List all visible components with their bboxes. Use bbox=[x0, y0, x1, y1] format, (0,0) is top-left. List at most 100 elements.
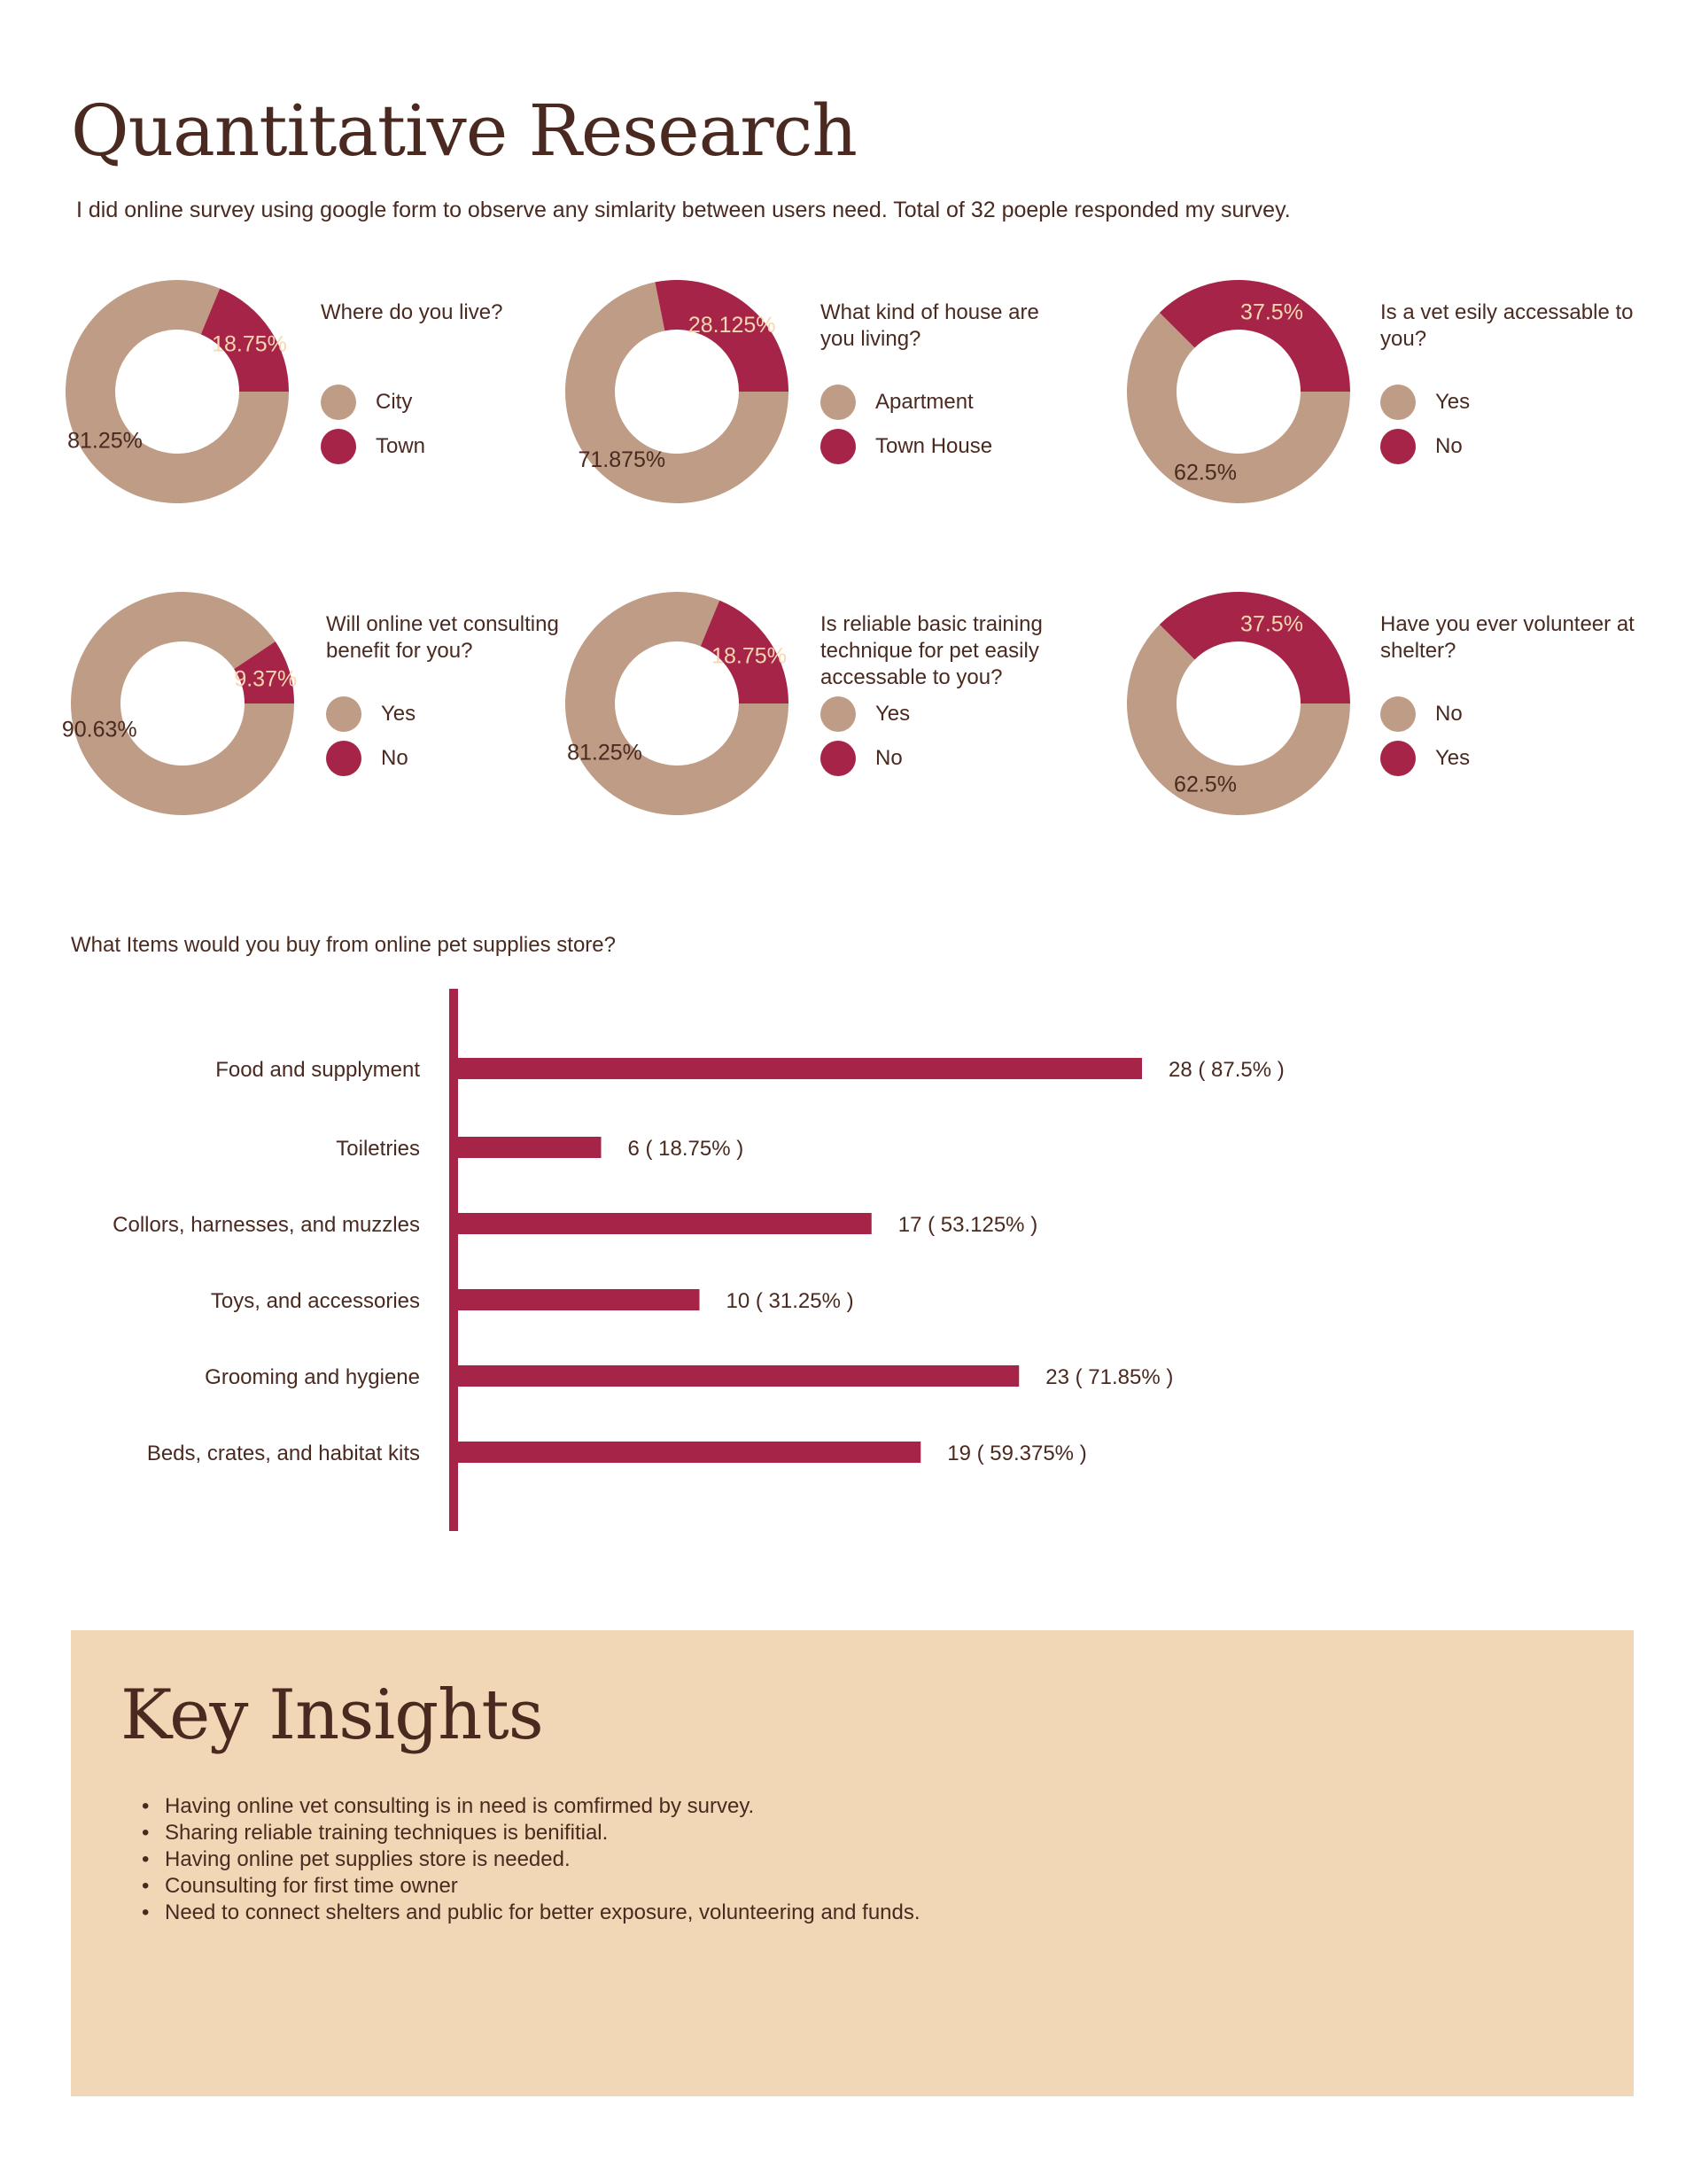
legend-swatch bbox=[1380, 429, 1416, 464]
donut-chart-vet-access: 62.5% 37.5% bbox=[1123, 276, 1354, 507]
donut-value-label: 9.37% bbox=[234, 667, 297, 692]
legend-label: Yes bbox=[875, 702, 911, 726]
bar-axis-line bbox=[449, 989, 458, 1531]
donut-slice bbox=[655, 280, 788, 392]
legend-label: No bbox=[1435, 702, 1463, 726]
legend-item: Town House bbox=[820, 429, 992, 464]
donut-value-label: 37.5% bbox=[1240, 299, 1303, 324]
legend-swatch bbox=[326, 741, 361, 776]
donut-slice bbox=[1127, 312, 1350, 503]
donut-svg: 90.63% 9.37% bbox=[62, 592, 297, 815]
insight-item: Sharing reliable training techniques is … bbox=[142, 1820, 920, 1846]
bar-category-label: Toys, and accessories bbox=[211, 1289, 420, 1313]
bar bbox=[454, 1137, 602, 1158]
question-label: Have you ever volunteer at shelter? bbox=[1380, 612, 1635, 663]
legend-item: Yes bbox=[326, 696, 416, 732]
donut-slice bbox=[700, 600, 788, 703]
legend-label: No bbox=[1435, 434, 1463, 458]
question-label: Is a vet esily accessable to you? bbox=[1380, 300, 1634, 351]
legend-label: No bbox=[381, 746, 408, 770]
legend-label: Town House bbox=[875, 434, 993, 458]
legend-label: City bbox=[376, 390, 413, 414]
bar bbox=[454, 1058, 1142, 1079]
donut-svg: 62.5% 37.5% bbox=[1127, 592, 1350, 815]
legend-label: Yes bbox=[381, 702, 416, 726]
page-title: Quantitative Research bbox=[71, 89, 858, 172]
bar bbox=[454, 1289, 700, 1310]
question-label: What kind of house are you living? bbox=[820, 300, 1039, 351]
bar-chart-title: What Items would you buy from online pet… bbox=[71, 933, 616, 957]
donut-chart-volunteer: 62.5% 37.5% bbox=[1123, 588, 1354, 819]
insight-item: Having online vet consulting is in need … bbox=[142, 1793, 920, 1820]
donut-chart-house-type: 71.875% 28.125% bbox=[562, 276, 792, 507]
key-insights-panel: Key Insights Having online vet consultin… bbox=[71, 1630, 1634, 2096]
legend-swatch bbox=[1380, 741, 1416, 776]
legend-label: Town bbox=[376, 434, 426, 458]
legend-swatch bbox=[820, 429, 856, 464]
legend-item: Yes bbox=[820, 696, 910, 732]
donut-slice bbox=[66, 280, 290, 503]
legend-swatch bbox=[1380, 385, 1416, 420]
donut-slice bbox=[200, 288, 289, 392]
bar-value-label: 17 ( 53.125% ) bbox=[898, 1213, 1037, 1237]
legend-swatch bbox=[321, 429, 356, 464]
donut-slice bbox=[234, 641, 294, 703]
question-label: Will online vet consulting benefit for y… bbox=[326, 612, 559, 663]
legend-swatch bbox=[1380, 696, 1416, 732]
legend-item: Yes bbox=[1380, 741, 1470, 776]
legend-item: No bbox=[1380, 429, 1463, 464]
bar bbox=[454, 1213, 872, 1234]
donut-slice bbox=[565, 282, 788, 503]
donut-svg: 81.25% 18.75% bbox=[565, 592, 788, 815]
legend-swatch bbox=[321, 385, 356, 420]
bar-value-label: 23 ( 71.85% ) bbox=[1045, 1365, 1173, 1389]
donut-chart-residence: 81.25% 18.75% bbox=[62, 276, 292, 507]
legend-label: Apartment bbox=[875, 390, 974, 414]
donut-slice bbox=[71, 592, 294, 815]
question-label: Is reliable basic training technique for… bbox=[820, 612, 1043, 689]
donut-slice bbox=[1159, 592, 1350, 703]
bar-category-label: Food and supplyment bbox=[215, 1058, 420, 1082]
insight-item: Counsulting for first time owner bbox=[142, 1873, 920, 1900]
donut-value-label: 28.125% bbox=[688, 313, 776, 338]
insights-list: Having online vet consulting is in need … bbox=[142, 1793, 920, 1926]
bar-category-label: Collors, harnesses, and muzzles bbox=[113, 1213, 420, 1237]
donut-value-label: 18.75% bbox=[212, 332, 287, 357]
legend-swatch bbox=[326, 696, 361, 732]
page-subtitle: I did online survey using google form to… bbox=[76, 198, 1291, 222]
legend-label: Yes bbox=[1435, 746, 1471, 770]
bar-category-label: Beds, crates, and habitat kits bbox=[147, 1442, 420, 1465]
donut-slice bbox=[1127, 624, 1350, 815]
donut-value-label: 18.75% bbox=[711, 644, 787, 669]
insight-item: Having online pet supplies store is need… bbox=[142, 1846, 920, 1873]
donut-value-label: 90.63% bbox=[62, 717, 137, 742]
donut-slice bbox=[565, 592, 788, 815]
donut-chart-online-vet: 90.63% 9.37% bbox=[62, 588, 298, 819]
legend-swatch bbox=[820, 385, 856, 420]
donut-chart-training: 81.25% 18.75% bbox=[562, 588, 792, 819]
donut-value-label: 81.25% bbox=[67, 428, 143, 453]
donut-value-label: 71.875% bbox=[578, 447, 665, 472]
insight-item: Need to connect shelters and public for … bbox=[142, 1900, 920, 1926]
bar-category-label: Grooming and hygiene bbox=[205, 1365, 420, 1389]
legend-item: Apartment bbox=[820, 385, 974, 420]
legend-label: Yes bbox=[1435, 390, 1471, 414]
question-label: Where do you live? bbox=[321, 300, 503, 324]
bar-value-label: 28 ( 87.5% ) bbox=[1169, 1058, 1285, 1082]
donut-value-label: 81.25% bbox=[567, 740, 642, 765]
donut-svg: 62.5% 37.5% bbox=[1127, 280, 1350, 503]
bar bbox=[454, 1365, 1020, 1387]
bar-chart: Food and supplyment 28 ( 87.5% ) Toiletrie… bbox=[113, 989, 1285, 1531]
legend-swatch bbox=[820, 696, 856, 732]
donut-value-label: 62.5% bbox=[1174, 461, 1237, 486]
bar-value-label: 10 ( 31.25% ) bbox=[726, 1289, 854, 1313]
legend-item: Yes bbox=[1380, 385, 1470, 420]
bar-category-label: Toiletries bbox=[336, 1137, 420, 1161]
legend-swatch bbox=[820, 741, 856, 776]
donut-value-label: 37.5% bbox=[1240, 611, 1303, 636]
donut-slice bbox=[1159, 280, 1350, 392]
legend-label: No bbox=[875, 746, 903, 770]
insights-title: Key Insights bbox=[120, 1675, 544, 1755]
legend-item: Town bbox=[321, 429, 425, 464]
legend-item: No bbox=[1380, 696, 1463, 732]
